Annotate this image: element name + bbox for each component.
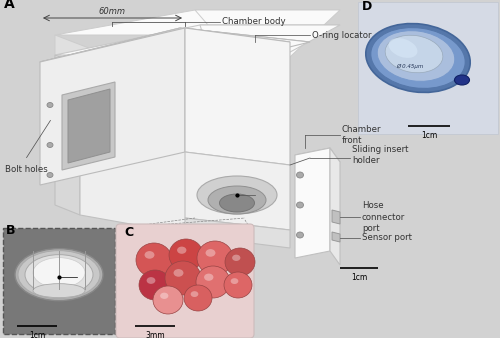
Ellipse shape	[388, 38, 418, 58]
Text: C: C	[124, 226, 133, 239]
Bar	[3, 228, 115, 334]
Polygon shape	[330, 148, 340, 265]
Polygon shape	[200, 25, 340, 90]
Ellipse shape	[33, 258, 85, 288]
Polygon shape	[55, 35, 120, 200]
Text: 1cm: 1cm	[351, 273, 367, 282]
Text: Sliding insert
holder: Sliding insert holder	[352, 145, 408, 165]
Polygon shape	[295, 148, 340, 169]
Ellipse shape	[197, 241, 233, 275]
Ellipse shape	[33, 284, 85, 298]
Text: A: A	[4, 0, 15, 11]
Ellipse shape	[184, 285, 212, 311]
Ellipse shape	[47, 143, 53, 147]
Ellipse shape	[165, 261, 201, 295]
Ellipse shape	[177, 247, 186, 254]
Ellipse shape	[47, 172, 53, 177]
Ellipse shape	[160, 293, 168, 299]
Text: D: D	[362, 0, 372, 13]
Ellipse shape	[204, 273, 214, 281]
Ellipse shape	[377, 31, 455, 81]
Polygon shape	[40, 28, 310, 62]
Text: 1cm: 1cm	[29, 331, 45, 338]
Ellipse shape	[47, 102, 53, 107]
Polygon shape	[185, 218, 290, 248]
Ellipse shape	[224, 272, 252, 298]
Ellipse shape	[366, 24, 470, 93]
Ellipse shape	[18, 251, 100, 299]
Polygon shape	[55, 55, 80, 215]
Text: Ø 0.45μm: Ø 0.45μm	[396, 64, 423, 69]
Polygon shape	[332, 232, 340, 242]
Ellipse shape	[190, 291, 198, 297]
Polygon shape	[185, 152, 290, 230]
Polygon shape	[68, 89, 110, 163]
Text: B: B	[6, 224, 16, 237]
Ellipse shape	[225, 248, 255, 276]
Ellipse shape	[232, 255, 240, 261]
Text: 1cm: 1cm	[421, 131, 437, 140]
Polygon shape	[40, 28, 290, 76]
Ellipse shape	[371, 28, 465, 89]
Polygon shape	[62, 82, 115, 170]
Ellipse shape	[220, 194, 254, 212]
Polygon shape	[40, 28, 185, 185]
Polygon shape	[332, 210, 340, 224]
Ellipse shape	[385, 35, 443, 73]
Text: Chamber body: Chamber body	[222, 18, 286, 26]
Text: Bolt holes: Bolt holes	[5, 166, 48, 174]
Ellipse shape	[296, 202, 304, 208]
Polygon shape	[55, 25, 340, 55]
Text: O-ring locator: O-ring locator	[312, 30, 372, 40]
Ellipse shape	[15, 249, 103, 300]
Ellipse shape	[169, 239, 203, 271]
Polygon shape	[40, 28, 310, 76]
Ellipse shape	[197, 176, 277, 214]
Polygon shape	[80, 65, 220, 240]
Ellipse shape	[296, 172, 304, 178]
Ellipse shape	[136, 243, 172, 277]
Text: 60mm: 60mm	[98, 7, 126, 16]
Ellipse shape	[296, 232, 304, 238]
Ellipse shape	[230, 278, 238, 284]
Text: Chamber
front: Chamber front	[342, 125, 382, 145]
Ellipse shape	[208, 186, 266, 214]
Ellipse shape	[174, 269, 184, 277]
Bar	[358, 2, 498, 134]
Text: Sensor port: Sensor port	[362, 234, 412, 242]
Ellipse shape	[454, 75, 469, 85]
Polygon shape	[195, 10, 340, 85]
Polygon shape	[295, 148, 330, 258]
Ellipse shape	[196, 266, 230, 298]
Ellipse shape	[146, 277, 156, 284]
Text: 3mm: 3mm	[145, 331, 165, 338]
Ellipse shape	[153, 286, 183, 314]
Ellipse shape	[206, 249, 216, 257]
Ellipse shape	[144, 251, 154, 259]
Polygon shape	[120, 60, 260, 225]
Polygon shape	[185, 28, 290, 165]
Ellipse shape	[25, 255, 93, 295]
FancyBboxPatch shape	[116, 224, 254, 338]
Ellipse shape	[139, 270, 171, 300]
Polygon shape	[55, 10, 340, 35]
Text: Hose
connector
port: Hose connector port	[362, 201, 405, 233]
